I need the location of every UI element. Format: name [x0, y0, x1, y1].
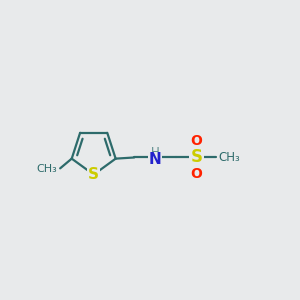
Text: N: N — [148, 152, 161, 167]
Text: O: O — [190, 167, 202, 181]
Text: CH₃: CH₃ — [218, 151, 240, 164]
Text: H: H — [151, 146, 159, 159]
Text: S: S — [190, 148, 202, 166]
Text: O: O — [190, 134, 202, 148]
Text: CH₃: CH₃ — [36, 164, 57, 174]
Text: S: S — [88, 167, 99, 182]
